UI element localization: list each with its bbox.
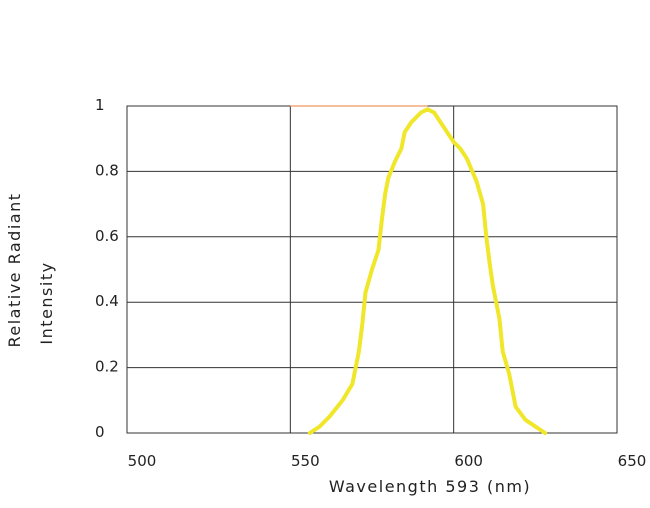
y-tick-label-2: 0.4	[95, 292, 119, 310]
y-tick-label-5: 1	[95, 96, 105, 114]
series-line-0	[307, 107, 548, 435]
y-tick-label-0: 0	[95, 423, 105, 441]
x-tick-label-2: 600	[454, 452, 483, 470]
x-tick-label-3: 650	[618, 452, 647, 470]
x-tick-label-0: 500	[128, 452, 157, 470]
x-tick-label-1: 550	[291, 452, 320, 470]
y-axis-label-line2: Intensity	[37, 261, 56, 344]
y-axis-label-line1: Relative Radiant	[5, 193, 24, 348]
tick-label-layer: 500 550 600 650 0 0.2 0.4 0.6 0.8 1	[95, 96, 646, 470]
x-axis-label: Wavelength 593 (nm)	[329, 477, 531, 496]
grid-layer	[126, 105, 618, 434]
y-tick-label-1: 0.2	[95, 358, 119, 376]
y-tick-label-3: 0.6	[95, 227, 119, 245]
y-tick-label-4: 0.8	[95, 161, 119, 179]
series-layer	[307, 107, 548, 435]
